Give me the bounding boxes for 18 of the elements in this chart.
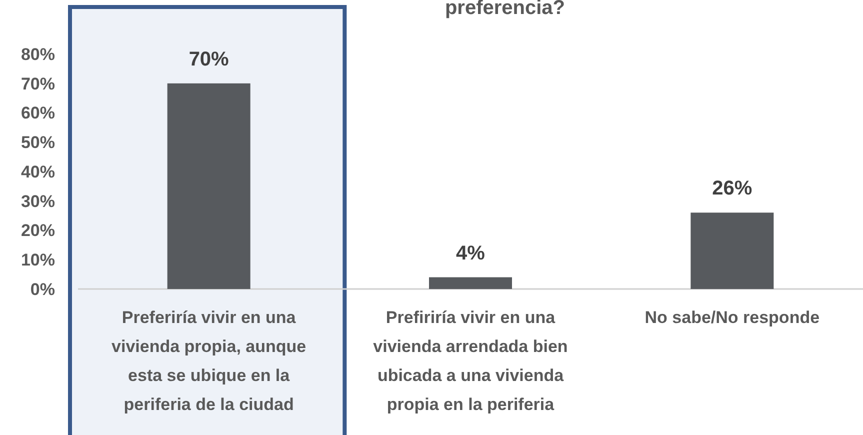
y-tick-label: 80%: [20, 44, 55, 64]
data-label: 70%: [188, 48, 230, 70]
x-tick-label: No sabe/No responde: [644, 308, 820, 327]
data-label: 4%: [456, 242, 486, 264]
y-tick-label: 20%: [20, 221, 55, 240]
bar: [167, 83, 250, 289]
bar: [429, 277, 512, 289]
y-tick-label: 10%: [20, 250, 55, 270]
y-tick-label: 40%: [20, 162, 55, 182]
y-tick-label: 60%: [20, 104, 55, 123]
y-tick-label: 50%: [20, 133, 55, 152]
y-tick-label: 70%: [20, 74, 55, 94]
x-tick-label: Preferiría vivir en una vivienda propia, aunque esta se ubique en la periferia de la ciudad: [112, 308, 306, 414]
y-tick-label: 30%: [20, 192, 55, 211]
x-tick-label: Prefiriría vivir en una vivienda arrendada bien ubicada a una vivienda propia en la periferia: [373, 308, 568, 414]
bar: [690, 212, 774, 289]
y-tick-label: 0%: [30, 280, 55, 299]
data-label: 26%: [712, 178, 752, 200]
